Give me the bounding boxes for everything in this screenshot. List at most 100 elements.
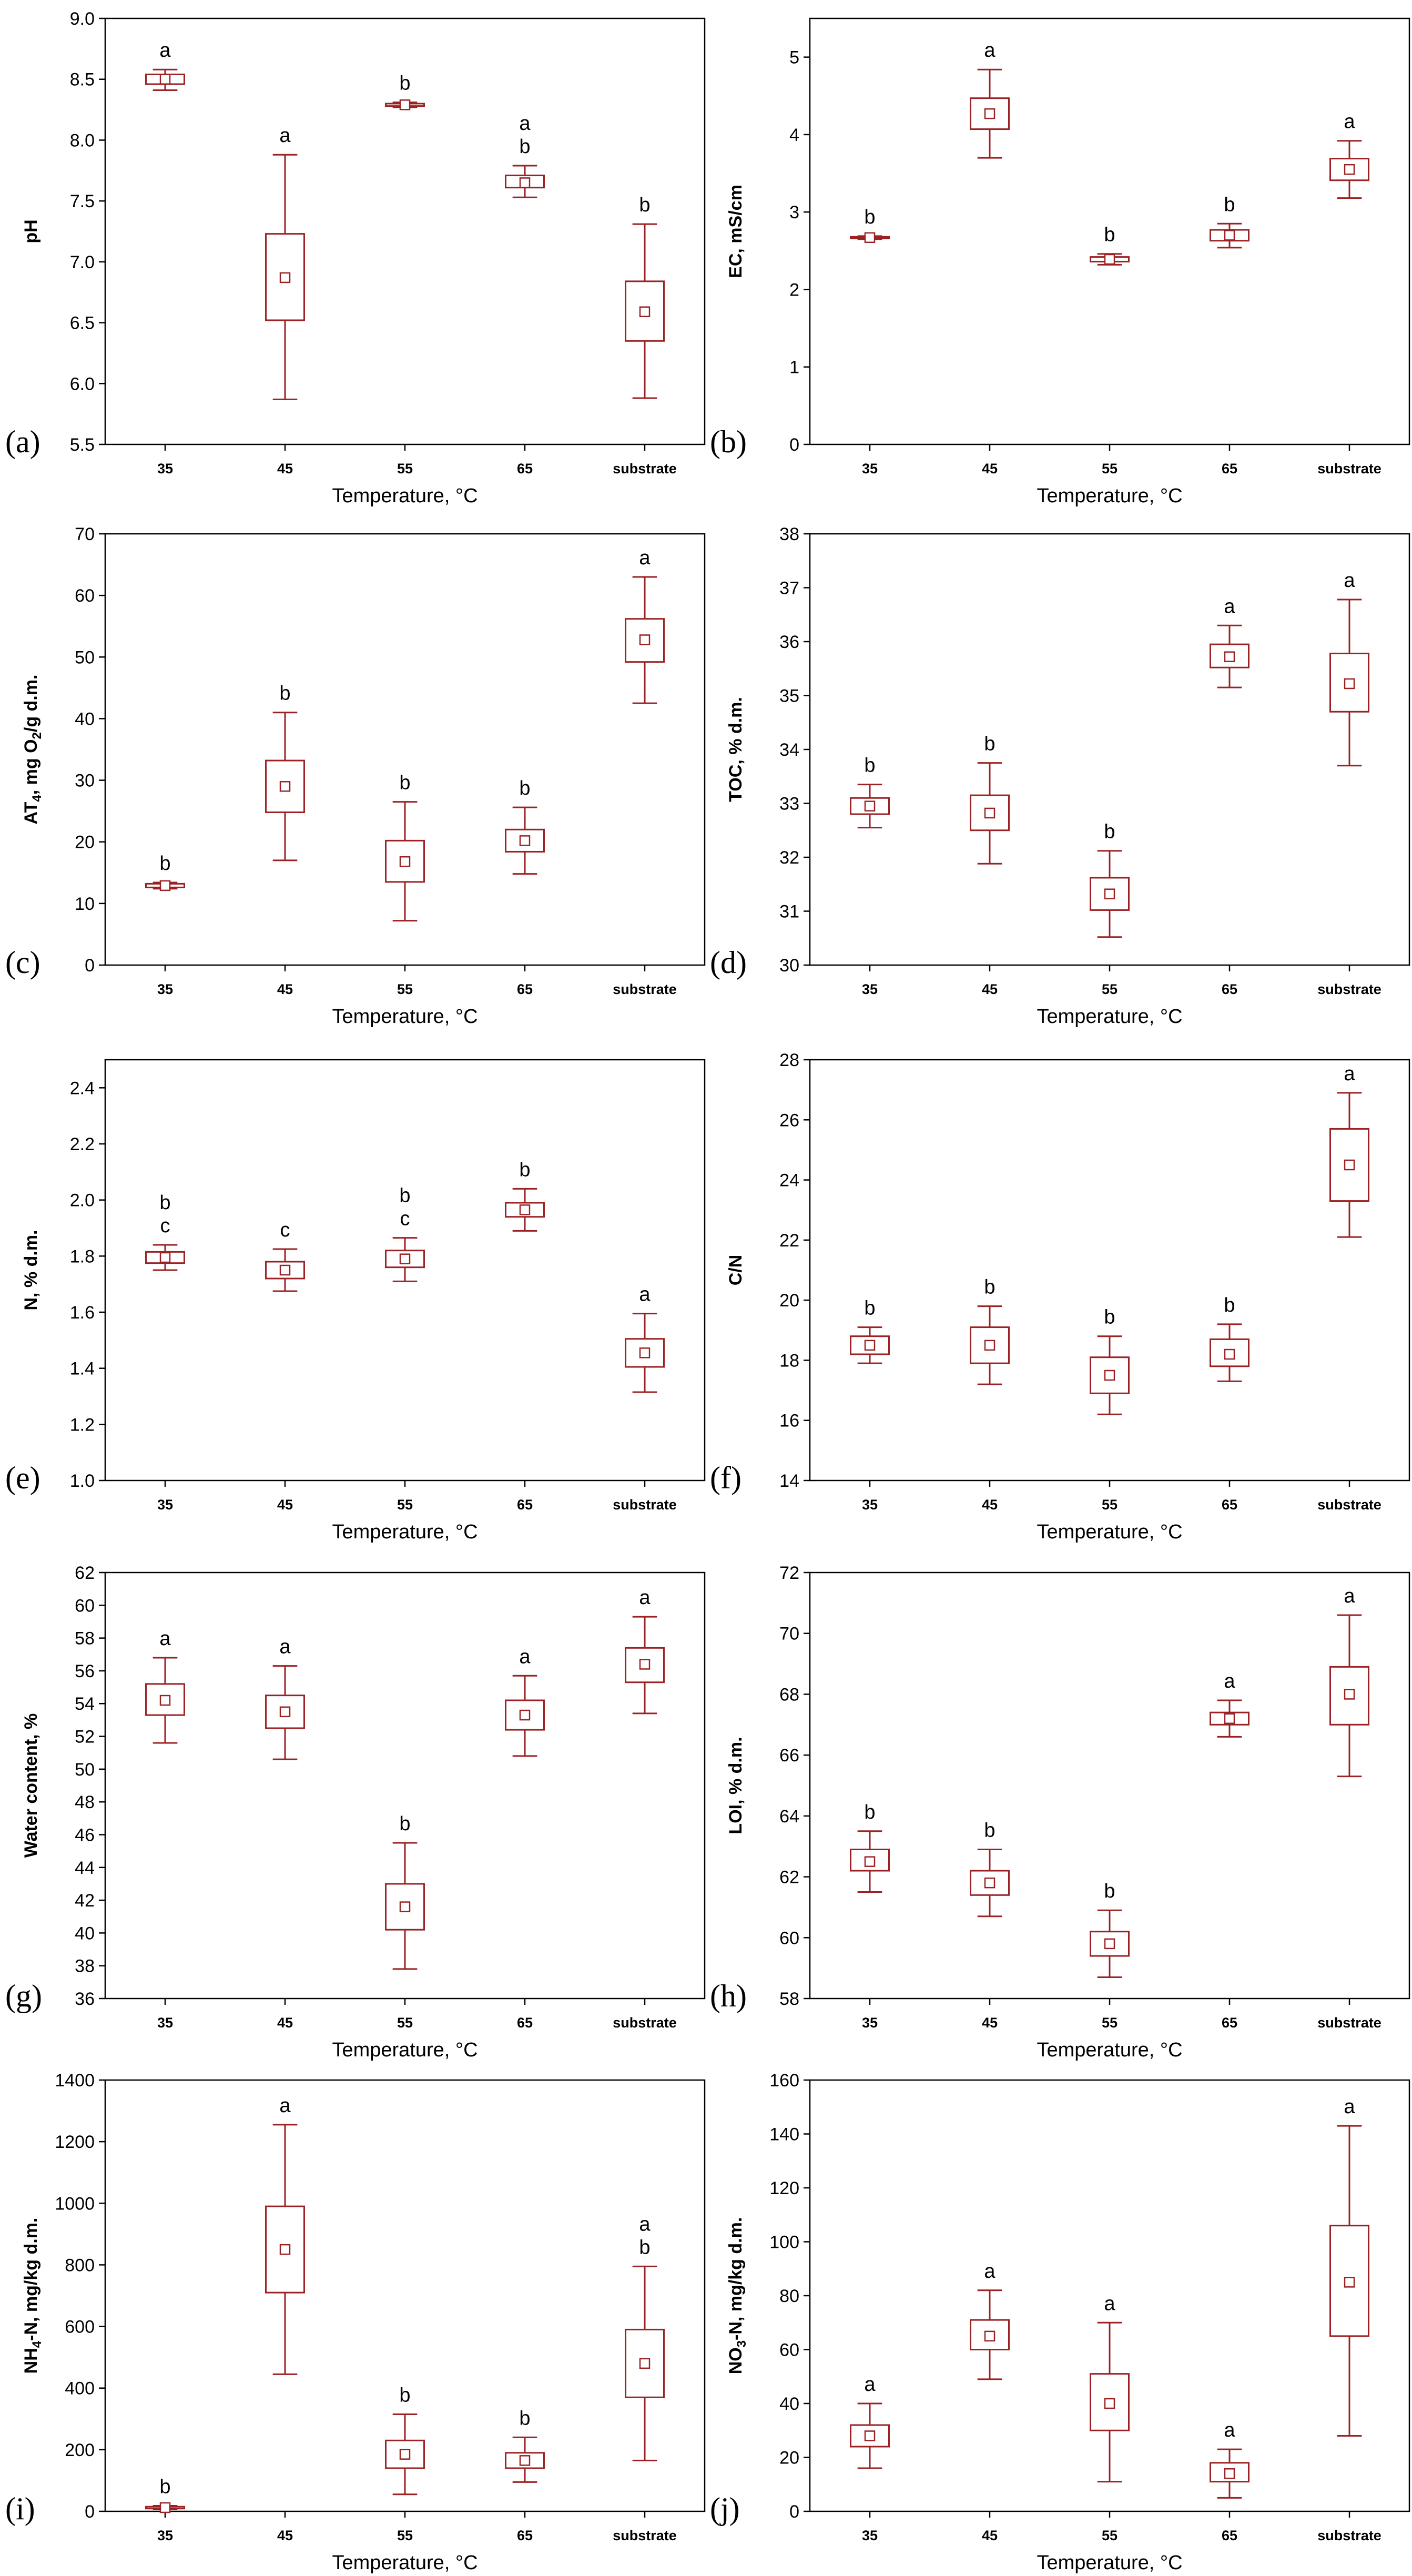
mean-marker (1104, 2398, 1115, 2409)
x-axis-label: Temperature, °C (1037, 2039, 1182, 2061)
x-tick-label: 65 (517, 2528, 533, 2543)
box-45: a (970, 2260, 1010, 2380)
y-tick-label: 2.2 (70, 1134, 95, 1154)
x-tick-label: 65 (1222, 461, 1237, 476)
mean-marker (1344, 1689, 1355, 1700)
x-tick-label: 65 (1222, 1497, 1237, 1513)
plot-frame (809, 1059, 1410, 1482)
y-tick-label: 3 (789, 202, 799, 222)
mean-marker (864, 1856, 876, 1867)
group-letter: a (1224, 2419, 1235, 2441)
y-tick-label: 42 (75, 1891, 95, 1911)
x-tick-label: 35 (862, 981, 878, 997)
group-letter: a (1344, 1585, 1355, 1607)
mean-marker (519, 835, 531, 846)
y-tick-label: 64 (779, 1807, 799, 1827)
y-tick-label: 46 (75, 1825, 95, 1845)
x-axis-label: Temperature, °C (332, 2039, 478, 2061)
group-letter: b (519, 136, 530, 158)
mean-marker (639, 1659, 651, 1670)
box-55: b (385, 2385, 425, 2496)
mean-marker (1344, 2277, 1355, 2288)
mean-marker (1344, 164, 1355, 175)
box-65: b (505, 1159, 545, 1232)
y-tick-label: 4 (789, 125, 799, 145)
group-letter: b (279, 683, 290, 705)
x-tick-label: substrate (613, 2528, 677, 2543)
x-tick-label: substrate (613, 981, 677, 997)
group-letter: a (1344, 111, 1355, 133)
box-35: b (145, 853, 185, 891)
y-tick-label: 1.6 (70, 1303, 95, 1323)
chart-panel-5: 1.0 1.2 1.4 1.6 1.8 2.0 2.2 2.4 35 45 55 65 substrat… (5, 1059, 706, 1543)
y-axis-label: TOC, % d.m. (726, 697, 746, 802)
group-letter: b (1104, 224, 1115, 246)
x-tick-label: 35 (157, 981, 173, 997)
y-axis-label: pH (21, 219, 41, 243)
panel-label: (g) (5, 1979, 42, 2013)
panel-label: (i) (5, 2491, 35, 2526)
box-substrate: b (625, 194, 665, 399)
y-tick-label: 56 (75, 1661, 95, 1681)
y-tick-label: 60 (75, 1596, 95, 1616)
y-tick-label: 58 (779, 1989, 799, 2009)
x-tick-label: substrate (1317, 2015, 1381, 2031)
mean-marker (159, 2502, 171, 2513)
box-55: bc (385, 1185, 425, 1282)
panel-label: (f) (710, 1461, 741, 1495)
x-axis-label: Temperature, °C (332, 485, 478, 507)
y-tick-label: 6.0 (70, 374, 95, 394)
y-tick-label: 120 (769, 2178, 799, 2198)
y-tick-label: 62 (75, 1563, 95, 1583)
y-tick-label: 62 (779, 1868, 799, 1888)
y-tick-label: 7.0 (70, 252, 95, 272)
mean-marker (519, 1204, 531, 1215)
mean-marker (984, 2330, 995, 2342)
group-letter: b (864, 1297, 875, 1320)
y-tick-label: 8.5 (70, 70, 95, 90)
group-letter: b (159, 1192, 170, 1214)
x-tick-label: 45 (277, 981, 293, 997)
group-letter: a (159, 39, 171, 62)
x-tick-label: 65 (517, 981, 533, 997)
box-45: b (970, 733, 1010, 865)
y-tick-label: 38 (779, 524, 799, 544)
y-tick-label: 1400 (55, 2071, 95, 2091)
y-tick-label: 14 (779, 1471, 799, 1491)
box-body (970, 97, 1010, 130)
x-tick-label: 45 (277, 2528, 293, 2543)
box-substrate: a (1329, 570, 1369, 767)
y-tick-label: 2.0 (70, 1191, 95, 1211)
x-tick-label: 65 (1222, 2015, 1237, 2031)
mean-marker (1224, 2468, 1235, 2479)
box-65: a (505, 1646, 545, 1757)
x-tick-label: 55 (397, 461, 413, 476)
box-65: a (1210, 2419, 1250, 2499)
y-tick-label: 100 (769, 2233, 799, 2253)
y-tick-label: 50 (75, 1760, 95, 1780)
box-45: a (265, 2095, 305, 2375)
box-65: b (505, 777, 545, 875)
y-tick-label: 5 (789, 48, 799, 68)
box-65: a (1210, 1670, 1250, 1738)
y-axis-label: NO3-N, mg/kg d.m. (726, 2217, 749, 2375)
y-axis-label: N, % d.m. (21, 1230, 41, 1310)
y-axis-label: C/N (726, 1255, 746, 1286)
box-45: b (265, 683, 305, 861)
group-letter: a (279, 2095, 291, 2117)
box-substrate: a (625, 1587, 665, 1715)
mean-marker (984, 807, 995, 819)
box-35: bc (145, 1192, 185, 1271)
y-tick-label: 30 (75, 771, 95, 791)
x-tick-label: 65 (517, 1497, 533, 1513)
group-letter: a (1224, 595, 1235, 617)
y-tick-label: 30 (779, 956, 799, 976)
panel-label: (c) (5, 945, 40, 980)
mean-marker (1344, 1159, 1355, 1171)
mean-marker (1104, 1370, 1115, 1381)
group-letter: b (519, 777, 530, 799)
mean-marker (399, 2449, 411, 2460)
x-tick-label: 55 (397, 981, 413, 997)
box-65: b (505, 2407, 545, 2483)
